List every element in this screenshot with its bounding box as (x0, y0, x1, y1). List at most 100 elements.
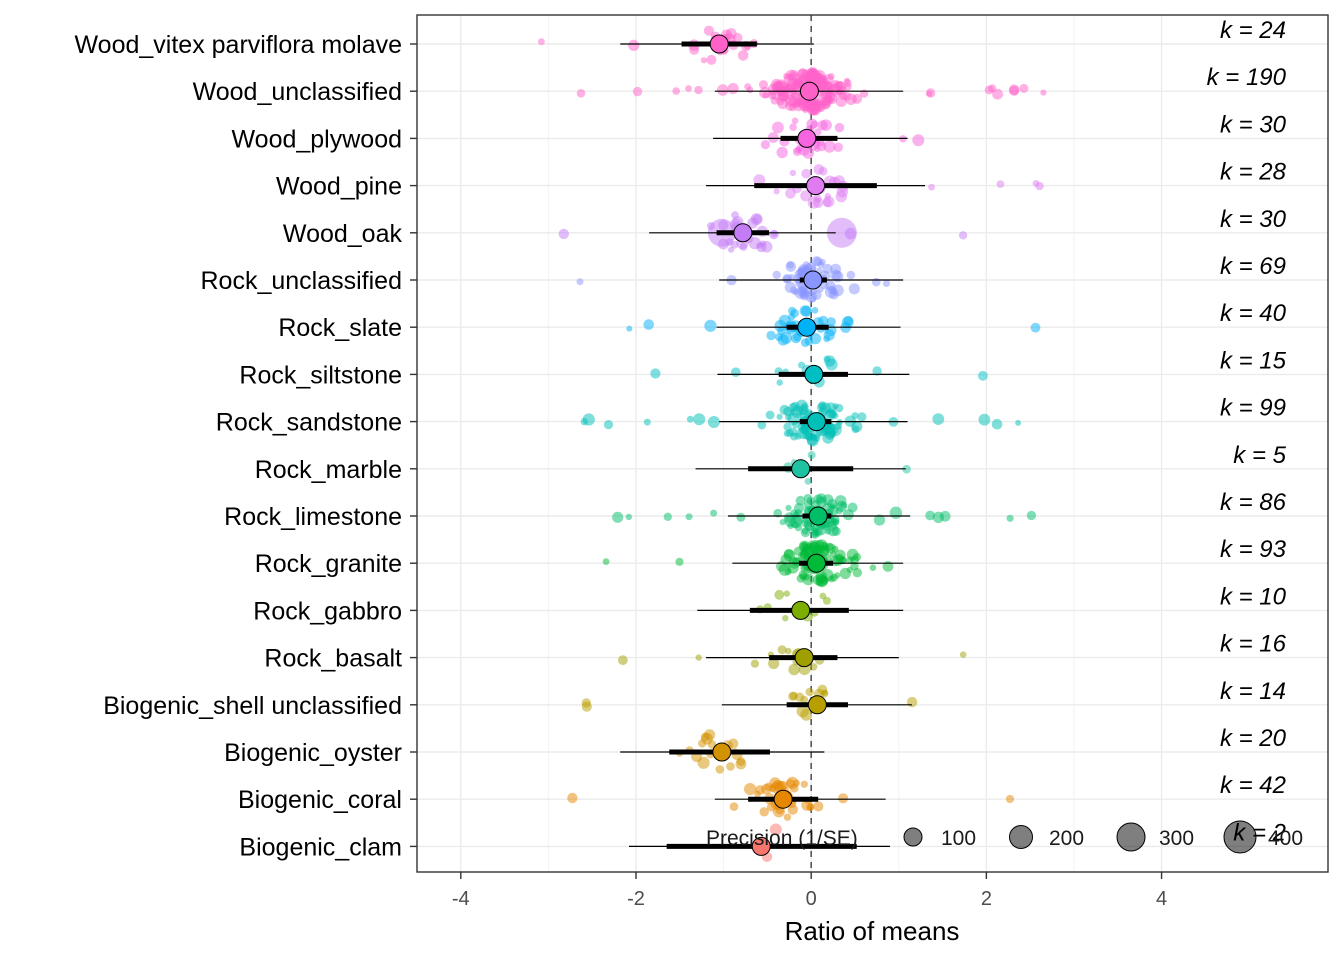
legend-value: 200 (1049, 827, 1084, 850)
k-label: k = 42 (1220, 772, 1286, 799)
effect-size-point (835, 80, 845, 90)
effect-size-point (833, 142, 843, 152)
effect-size-point (786, 261, 795, 269)
effect-size-point (805, 687, 814, 697)
effect-size-point (785, 413, 792, 421)
effect-size-point (643, 418, 651, 426)
effect-size-point (959, 651, 967, 658)
effect-size-point (618, 655, 628, 666)
effect-size-point (992, 88, 1003, 100)
effect-size-point (838, 793, 849, 804)
effect-size-point (823, 140, 836, 153)
effect-size-point (808, 542, 820, 554)
effect-size-point (726, 762, 735, 771)
effect-size-point (772, 80, 783, 91)
effect-size-point (851, 425, 860, 434)
effect-size-point (686, 415, 694, 423)
effect-size-point (797, 286, 808, 297)
effect-size-point (793, 514, 804, 525)
effect-size-point (872, 366, 882, 376)
k-label: k = 5 (1233, 442, 1286, 469)
effect-size-point (928, 183, 935, 191)
k-label: k = 30 (1220, 111, 1287, 138)
effect-size-point (794, 523, 803, 532)
effect-size-point (813, 164, 825, 175)
effect-size-point (736, 512, 746, 522)
effect-size-point (689, 44, 700, 55)
y-tick-label: Rock_marble (255, 456, 402, 484)
effect-size-point (750, 659, 760, 668)
effect-size-point (791, 420, 800, 429)
effect-size-point (788, 70, 799, 80)
effect-size-point (796, 574, 805, 583)
effect-size-point (800, 402, 809, 411)
effect-size-point (834, 572, 841, 579)
effect-size-point (783, 422, 792, 431)
y-axis: Wood_vitex parviflora molave Wood_unclass… (75, 31, 417, 861)
effect-size-point (813, 801, 824, 812)
effect-size-point (783, 549, 794, 559)
effect-size-point (753, 174, 766, 187)
plot-panel-border (416, 14, 1329, 873)
effect-size-point (759, 807, 769, 817)
effect-size-point (765, 410, 775, 420)
effect-size-point (785, 188, 796, 199)
effect-size-point (818, 401, 827, 410)
x-tick-label: -4 (452, 888, 470, 910)
effect-size-point (978, 370, 988, 381)
effect-size-point (847, 502, 858, 513)
x-axis-title: Ratio of means (785, 916, 960, 946)
effect-size-point (787, 522, 794, 530)
y-tick-label: Rock_siltstone (239, 361, 402, 389)
k-label: k = 93 (1220, 536, 1287, 563)
effect-size-point (710, 509, 718, 517)
pooled-estimate (803, 270, 823, 290)
effect-size-point (789, 691, 798, 701)
effect-size-point (809, 663, 818, 671)
effect-size-point (812, 433, 821, 442)
effect-size-point (737, 50, 749, 61)
effect-size-point (801, 168, 811, 179)
effect-size-point (772, 270, 781, 280)
effect-size-point (827, 73, 835, 80)
effect-size-point (628, 39, 640, 52)
effect-size-point (958, 231, 968, 240)
effect-size-point (731, 211, 739, 220)
effect-size-point (538, 38, 545, 46)
pooled-estimates (709, 34, 828, 856)
effect-size-point (771, 230, 778, 238)
effect-size-point (773, 188, 780, 195)
effect-size-point (782, 273, 793, 284)
x-tick-label: 4 (1156, 888, 1167, 910)
effect-size-point (576, 278, 584, 286)
x-axis: -4 -2 0 2 4 (452, 872, 1167, 910)
effect-size-point (801, 305, 812, 317)
effect-size-point (783, 590, 790, 597)
effect-size-point (869, 564, 877, 571)
pooled-estimate (804, 364, 824, 384)
k-label: k = 16 (1220, 631, 1287, 658)
effect-size-point (806, 803, 815, 811)
effect-size-point (774, 589, 785, 600)
x-tick-label: 2 (981, 888, 992, 910)
effect-size-point (767, 132, 779, 143)
effect-size-point (744, 83, 752, 91)
effect-size-point (812, 574, 824, 586)
effect-size-point (767, 91, 777, 100)
effect-size-point (800, 708, 813, 721)
effect-size-point (932, 511, 945, 523)
effect-size-point (811, 307, 819, 314)
effect-size-point (996, 180, 1005, 189)
pooled-estimate (806, 176, 826, 196)
effect-size-point (820, 119, 832, 131)
pooled-estimate (791, 459, 811, 479)
plot-panel-background (417, 15, 1328, 872)
y-tick-label: Wood_plywood (232, 125, 402, 153)
y-tick-label: Rock_slate (278, 314, 402, 342)
effect-size-point (675, 557, 684, 566)
effect-size-point (581, 701, 592, 712)
effect-size-point (802, 528, 809, 535)
effect-size-point (839, 557, 847, 564)
effect-size-point (823, 196, 835, 208)
effect-size-point (773, 508, 782, 518)
